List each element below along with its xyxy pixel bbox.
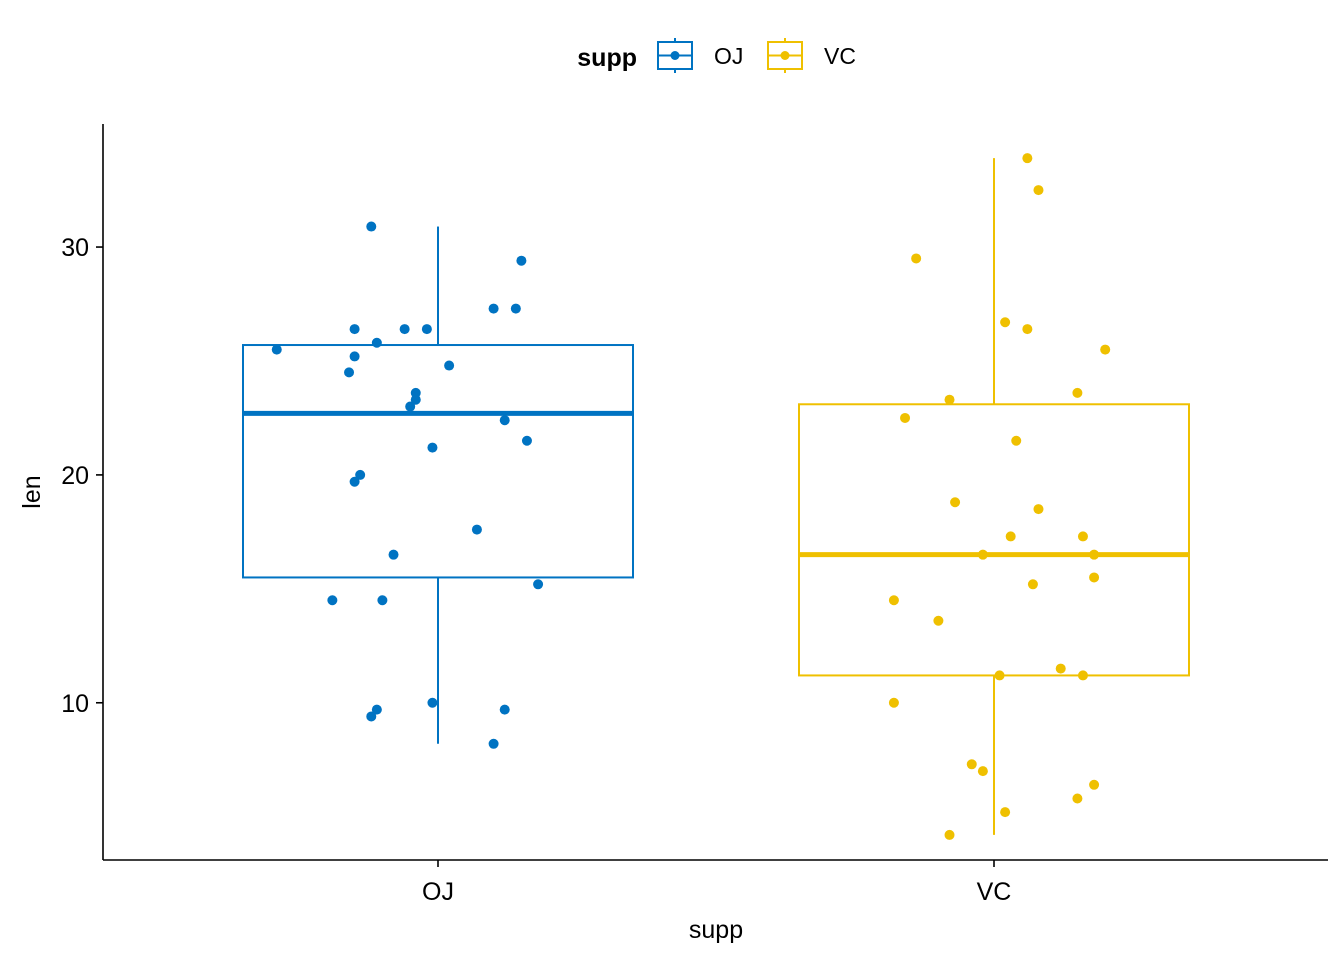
legend-label-vc: VC (824, 43, 856, 69)
data-point-vc (1022, 153, 1033, 164)
data-point-vc (1089, 779, 1100, 790)
data-point-oj (421, 324, 432, 335)
data-point-oj (488, 738, 499, 749)
box-oj (242, 226, 634, 744)
data-point-vc (1027, 579, 1038, 590)
data-point-vc (1055, 663, 1066, 674)
data-point-oj (516, 255, 527, 266)
data-point-oj (510, 303, 521, 314)
data-point-vc (1005, 531, 1016, 542)
data-point-vc (1077, 670, 1088, 681)
x-axis-title: supp (689, 916, 743, 944)
data-point-oj (349, 476, 360, 487)
data-point-vc (977, 549, 988, 560)
data-point-vc (933, 615, 944, 626)
data-point-oj (499, 415, 510, 426)
data-point-vc (900, 412, 911, 423)
y-tick-label: 20 (61, 462, 89, 490)
data-point-oj (344, 367, 355, 378)
data-point-oj (471, 524, 482, 535)
data-point-oj (410, 387, 421, 398)
data-point-vc (977, 766, 988, 777)
data-point-vc (1011, 435, 1022, 446)
data-point-oj (271, 344, 282, 355)
data-point-vc (888, 595, 899, 606)
data-point-vc (1072, 387, 1083, 398)
plot-area (242, 153, 1190, 840)
legend-key-oj (657, 38, 693, 73)
data-point-vc (1033, 185, 1044, 196)
data-point-oj (366, 711, 377, 722)
data-point-vc (944, 829, 955, 840)
data-point-vc (1077, 531, 1088, 542)
data-point-oj (410, 394, 421, 405)
legend: supp OJ VC (577, 38, 856, 73)
legend-item-vc: VC (767, 38, 856, 73)
data-point-oj (371, 337, 382, 348)
data-point-vc (1089, 549, 1100, 560)
x-tick-label: VC (977, 878, 1012, 906)
data-point-vc (1022, 324, 1033, 335)
data-point-vc (966, 759, 977, 770)
data-point-vc (911, 253, 922, 264)
y-tick-label: 10 (61, 690, 89, 718)
data-point-oj (488, 303, 499, 314)
data-point-oj (349, 351, 360, 362)
data-point-vc (1072, 793, 1083, 804)
data-point-oj (405, 401, 416, 412)
box-iqr (242, 344, 634, 579)
data-point-oj (377, 595, 388, 606)
x-tick-label: OJ (422, 878, 454, 906)
data-point-oj (499, 704, 510, 715)
box-iqr (798, 403, 1190, 677)
data-point-oj (444, 360, 455, 371)
data-point-vc (994, 670, 1005, 681)
legend-item-oj: OJ (657, 38, 743, 73)
data-point-vc (1033, 504, 1044, 515)
data-point-oj (349, 324, 360, 335)
legend-label-oj: OJ (714, 43, 743, 69)
data-point-vc (1100, 344, 1111, 355)
data-point-oj (427, 697, 438, 708)
data-point-vc (944, 394, 955, 405)
data-point-oj (388, 549, 399, 560)
data-point-vc (950, 497, 961, 508)
legend-title: supp (577, 44, 637, 72)
data-point-oj (355, 469, 366, 480)
data-point-vc (888, 697, 899, 708)
legend-key-vc (767, 38, 803, 73)
box-vc (798, 158, 1190, 835)
data-point-oj (399, 324, 410, 335)
data-point-oj (533, 579, 544, 590)
data-point-oj (521, 435, 532, 446)
y-axis-title: len (18, 475, 46, 508)
data-point-oj (366, 221, 377, 232)
data-point-oj (371, 704, 382, 715)
data-point-vc (1089, 572, 1100, 583)
data-point-oj (327, 595, 338, 606)
data-point-vc (1000, 807, 1011, 818)
data-point-vc (1000, 317, 1011, 328)
axes: 10 20 30 OJ VC supp len (18, 124, 1328, 944)
data-point-oj (427, 442, 438, 453)
y-tick-label: 30 (61, 234, 89, 262)
